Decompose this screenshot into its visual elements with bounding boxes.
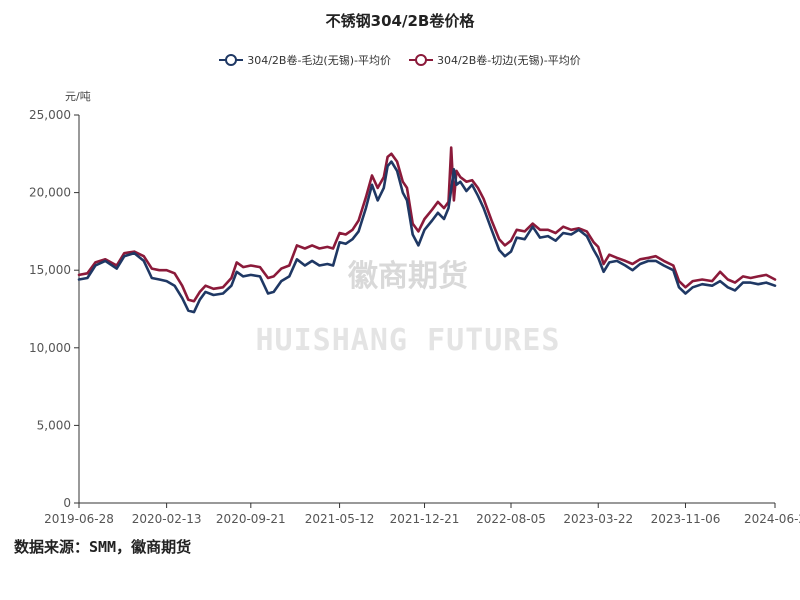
legend-label-series-2: 304/2B卷-切边(无锡)-平均价 [437, 54, 581, 67]
series-line-1[interactable] [77, 160, 777, 314]
y-tick-label: 20,000 [29, 186, 71, 200]
x-tick-label: 2022-08-05 [476, 512, 546, 526]
watermark-en: HUISHANG FUTURES [256, 323, 561, 358]
chart-legend: 304/2B卷-毛边(无锡)-平均价 304/2B卷-切边(无锡)-平均价 [0, 52, 800, 68]
series-line-2[interactable] [77, 146, 777, 303]
legend-marker-series-1 [219, 53, 244, 67]
chart-title: 不锈钢304/2B卷价格 [325, 12, 475, 30]
legend-item-series-2[interactable]: 304/2B卷-切边(无锡)-平均价 [409, 52, 581, 68]
source-note: 数据来源：SMM，徽商期货 [14, 538, 192, 556]
x-tick-label: 2020-09-21 [216, 512, 286, 526]
legend-label-series-1: 304/2B卷-毛边(无锡)-平均价 [247, 54, 391, 67]
y-tick-label: 5,000 [37, 418, 71, 432]
y-tick-label: 25,000 [29, 108, 71, 122]
legend-marker-series-2 [409, 53, 433, 67]
x-tick-label: 2024-06-2 [744, 512, 800, 526]
x-tick-label: 2019-06-28 [44, 512, 114, 526]
y-tick-label: 0 [63, 496, 71, 510]
x-tick-label: 2023-03-22 [563, 512, 633, 526]
y-axis-unit-label: 元/吨 [65, 90, 91, 103]
x-tick-label: 2020-02-13 [132, 512, 202, 526]
x-tick-label: 2021-12-21 [390, 512, 460, 526]
chart-axes: 0 5,000 10,000 15,000 20,000 25,000 2019-06-28… [29, 108, 800, 526]
y-tick-label: 15,000 [29, 263, 71, 277]
x-tick-label: 2021-05-12 [305, 512, 375, 526]
x-tick-label: 2023-11-06 [651, 512, 721, 526]
watermark-cn: 徽商期货 [347, 259, 468, 294]
legend-item-series-1[interactable]: 304/2B卷-毛边(无锡)-平均价 [219, 52, 391, 68]
chart-series [77, 146, 777, 314]
y-tick-label: 10,000 [29, 341, 71, 355]
